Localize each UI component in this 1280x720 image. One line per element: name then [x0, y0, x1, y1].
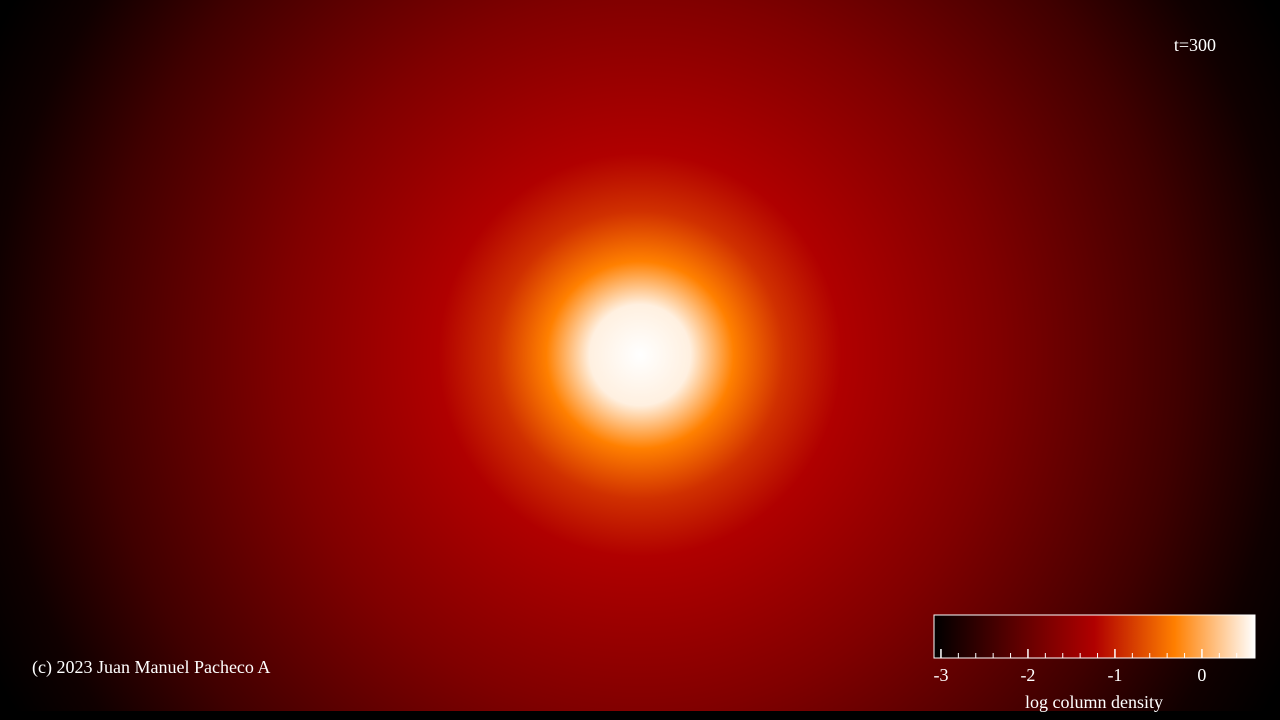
colorbar-tick-label: 0 [1197, 665, 1206, 685]
copyright: (c) 2023 Juan Manuel Pacheco A [32, 657, 270, 678]
colorbar-tick-label: -3 [933, 665, 948, 685]
colorbar-tick-label: -1 [1107, 665, 1122, 685]
colorbar [933, 614, 1256, 659]
colorbar-tick-label: -2 [1020, 665, 1035, 685]
colorbar-label: log column density [1025, 692, 1163, 712]
time-label: t=300 [1174, 35, 1216, 55]
